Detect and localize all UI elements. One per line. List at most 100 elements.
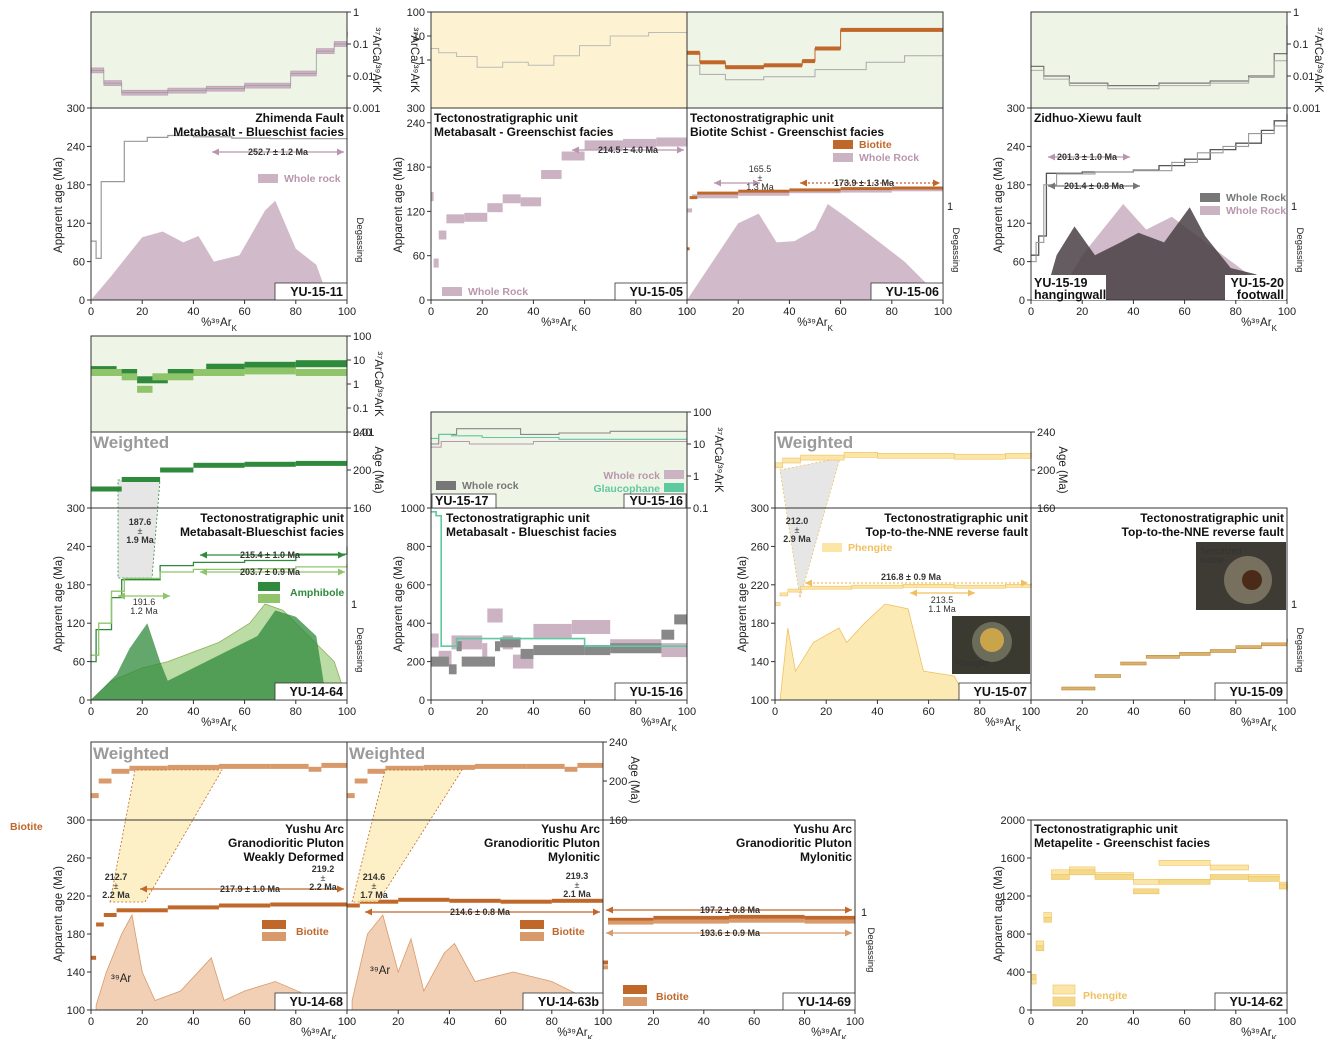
degassing-area	[779, 603, 968, 701]
age-panel-yu-15-09	[1030, 507, 1288, 701]
age-panel-yu-15-06	[686, 107, 944, 301]
weighted-step	[160, 467, 194, 473]
age-step	[800, 585, 853, 590]
weighted-step	[308, 766, 322, 772]
x-tick-label: 0	[88, 306, 94, 318]
age-step	[1030, 978, 1037, 985]
x-axis-label: %³⁹ArK	[201, 717, 237, 733]
plateau-label: ±	[758, 173, 763, 183]
x-axis-label: %³⁹ArK	[641, 717, 677, 733]
legend-label: Biotite	[296, 926, 329, 938]
ratio-step	[116, 369, 138, 376]
ratio-axis-label: ³⁷ArCa/³⁹ArK	[372, 351, 384, 417]
x-axis-label: %³⁹ArK	[557, 1027, 593, 1039]
y-tick-label: 260	[751, 541, 769, 553]
y-tick-label: 60	[413, 251, 425, 263]
age-step	[653, 915, 729, 920]
y-tick-label: 300	[67, 815, 85, 827]
weighted-step	[577, 762, 603, 768]
degassing-area	[91, 200, 330, 300]
panel-subtitle: Metabasalt - Blueschist facies	[173, 125, 344, 139]
age-step	[584, 140, 623, 150]
y-tick-label: 220	[751, 580, 769, 592]
ratio-step	[137, 385, 153, 393]
y-tick-label: 240	[1007, 141, 1025, 153]
arrow-head	[753, 179, 760, 187]
ratio-tick-label: 1	[693, 471, 699, 483]
age-axis-label: Age (Ma)	[628, 756, 640, 803]
age-step	[270, 902, 347, 907]
y-tick-label: 800	[407, 541, 425, 553]
y-tick-label: 120	[67, 218, 85, 230]
ratio-step	[244, 361, 296, 369]
degassing-axis-label: Degassing	[865, 928, 876, 973]
y-tick-label: 100	[67, 1005, 85, 1017]
plateau-label: 219.3	[566, 871, 589, 881]
age-step	[1235, 645, 1262, 650]
arrow-head	[118, 592, 125, 600]
ratio-tick-label: 0.1	[353, 403, 368, 415]
sample-id: YU-15-16	[630, 494, 684, 508]
y-tick-label: 220	[67, 891, 85, 903]
weighted-step	[167, 764, 219, 770]
x-tick-label: 20	[476, 306, 488, 318]
age-step	[520, 648, 534, 659]
y-tick-label: 300	[67, 103, 85, 115]
age-step	[446, 214, 465, 224]
legend-swatch	[1200, 193, 1220, 202]
panel-subtitle: Granodioritic Pluton	[736, 836, 852, 850]
weighted-mean-label: ±	[372, 881, 377, 891]
y-axis-label: Apparent age (Ma)	[993, 866, 1005, 962]
x-tick-label: 20	[392, 1016, 404, 1028]
x-tick-label: 20	[1076, 1016, 1088, 1028]
age-step	[1133, 878, 1160, 885]
plateau-label: 217.9 ± 1.0 Ma	[220, 884, 281, 894]
x-tick-label: 0	[344, 1016, 350, 1028]
x-tick-label: 20	[820, 706, 832, 718]
weighted-step	[219, 763, 271, 769]
y-tick-label: 240	[407, 118, 425, 130]
age-step	[738, 189, 790, 193]
legend-label: Whole Rock	[1226, 205, 1286, 217]
x-axis-label: %³⁹ArK	[541, 317, 577, 333]
weighted-mean-label: ±	[138, 526, 143, 536]
x-tick-label: 60	[578, 706, 590, 718]
degassing-tick-label: 1	[861, 907, 867, 919]
sample-id: YU-15-17	[435, 494, 489, 508]
age-step	[804, 915, 855, 920]
ratio-tick-label: 1	[353, 379, 359, 391]
panel-subtitle: Metabasalt - Greenschist facies	[434, 125, 614, 139]
age-axis-label: Age (Ma)	[372, 446, 384, 493]
age-step	[1158, 859, 1211, 866]
y-tick-label: 140	[751, 657, 769, 669]
y-tick-label: 180	[407, 162, 425, 174]
age-step	[456, 641, 462, 652]
x-tick-label: 40	[1127, 706, 1139, 718]
x-tick-label: 80	[798, 1016, 810, 1028]
sample-id: YU-15-20	[1231, 276, 1285, 290]
age-step	[804, 919, 855, 924]
ratio-tick-label: 100	[693, 407, 711, 419]
y-tick-label: 0	[419, 295, 425, 307]
panel-subtitle: Metabasalt - Blueschist facies	[446, 525, 617, 539]
sample-id-box	[522, 992, 604, 1011]
y-tick-label: 300	[407, 103, 425, 115]
weighted-mean-label: 187.6	[129, 517, 152, 527]
age-step	[551, 898, 603, 903]
age-spectrum-line	[1031, 120, 1288, 263]
age-panel-yu-15-19	[1030, 107, 1288, 301]
weighted-step	[953, 453, 1006, 460]
weighted-step	[193, 462, 245, 468]
sample-id: YU-15-09	[1230, 685, 1284, 699]
plateau-label: 165.5	[749, 164, 772, 174]
panel-title: Tectonostratigraphic unit	[690, 111, 834, 125]
weighted-step	[526, 763, 565, 769]
figure-side-label: Biotite	[10, 821, 43, 833]
legend-swatch	[442, 287, 462, 296]
age-step	[91, 955, 97, 960]
x-tick-label: 80	[546, 1016, 558, 1028]
age-step	[448, 664, 457, 675]
age-step	[779, 592, 789, 597]
x-tick-label: 0	[684, 306, 690, 318]
